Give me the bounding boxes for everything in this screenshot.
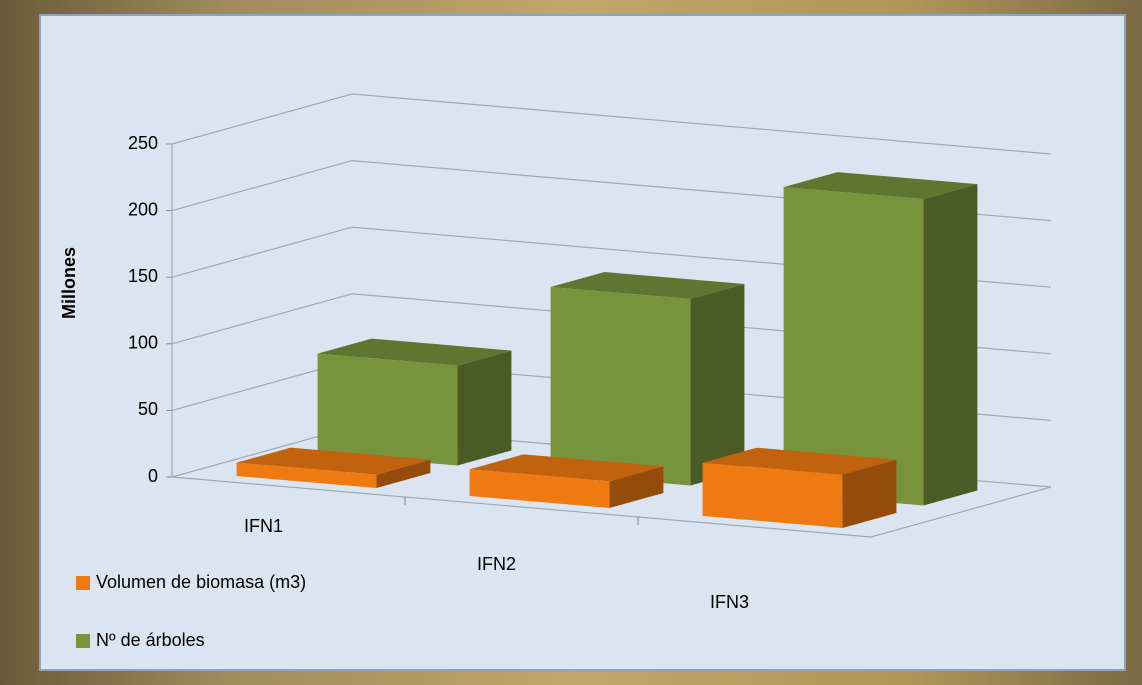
bar-front	[551, 287, 691, 485]
legend-swatch	[76, 576, 90, 590]
legend-swatch	[76, 634, 90, 648]
page: {"chart_data": {"type": "bar3d", "y_labe…	[0, 0, 1142, 685]
bar-side	[457, 351, 511, 466]
y-tick-label: 50	[138, 399, 158, 419]
legend-label: Volumen de biomasa (m3)	[96, 572, 306, 592]
bar-front	[318, 354, 458, 466]
bar	[551, 272, 745, 485]
legend-label: Nº de árboles	[96, 630, 205, 650]
y-tick-label: 100	[128, 333, 158, 353]
bar	[318, 339, 512, 466]
y-tick-label: 150	[128, 266, 158, 286]
bar-side	[923, 184, 977, 505]
chart: Millones 0 50 100 150 200 250 IFN1 IFN2 IFN3 Volu…	[0, 0, 1142, 685]
x-tick-label: IFN3	[710, 592, 749, 612]
y-tick-label: 250	[128, 133, 158, 153]
y-tick-label: 0	[148, 466, 158, 486]
y-tick-label: 200	[128, 199, 158, 219]
bar	[703, 448, 897, 528]
x-tick-label: IFN2	[477, 554, 516, 574]
y-axis-title: Millones	[59, 247, 79, 319]
x-tick-label: IFN1	[244, 516, 283, 536]
